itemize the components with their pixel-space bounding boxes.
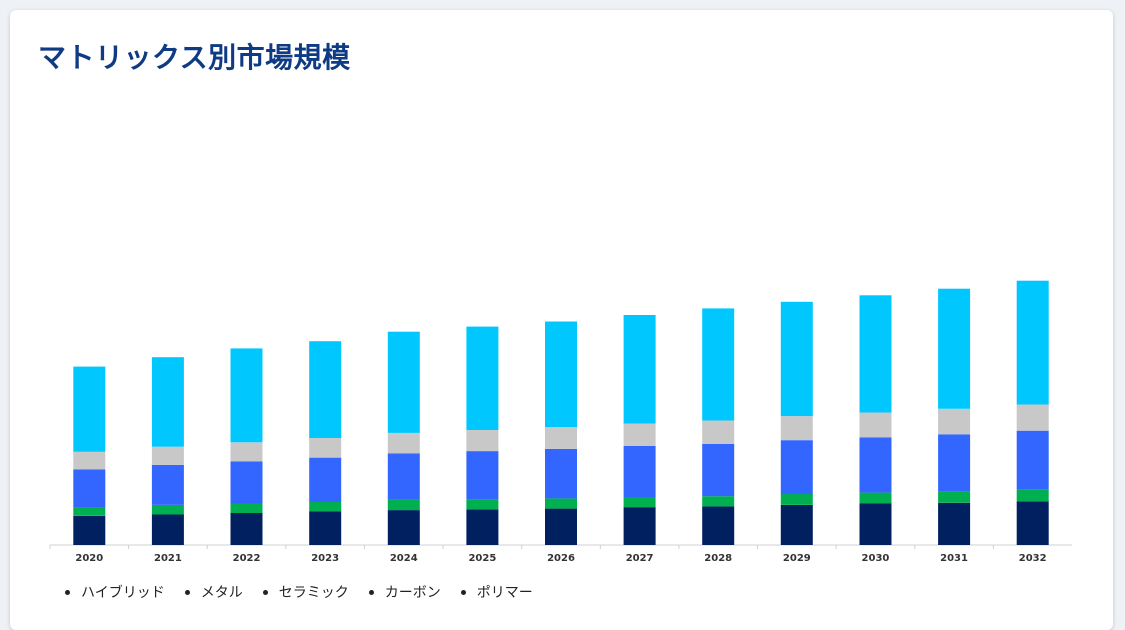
bar-segment: [859, 503, 892, 545]
legend-item: ポリマー: [460, 582, 533, 602]
bar-segment: [545, 498, 577, 509]
bar-segment: [545, 508, 577, 545]
bar-segment: [623, 507, 656, 545]
bar-segment: [151, 514, 184, 545]
bar-segment: [780, 494, 813, 505]
bar-segment: [780, 440, 813, 495]
legend-item: カーボン: [368, 582, 441, 602]
legend-label: カーボン: [384, 585, 441, 601]
legend-label: ハイブリッド: [81, 585, 165, 601]
bar-segment: [466, 509, 499, 545]
bar-segment: [151, 357, 184, 447]
bar-segment: [702, 443, 735, 497]
bar-segment: [623, 423, 656, 446]
x-tick-label: 2028: [704, 553, 732, 564]
bar-segment: [230, 503, 263, 513]
bar-segment: [466, 430, 499, 452]
bar-segment: [623, 315, 656, 424]
legend-label: メタル: [200, 585, 243, 601]
bar-segment: [73, 515, 106, 545]
bar-segment: [859, 492, 892, 504]
x-tick-label: 2024: [390, 553, 418, 564]
x-tick-label: 2027: [626, 553, 654, 564]
x-tick-label: 2029: [783, 553, 811, 564]
bar-segment: [780, 505, 813, 545]
bar-segment: [702, 420, 735, 444]
bar-segment: [938, 408, 971, 435]
legend-item: セラミック: [262, 582, 349, 602]
bar-segment: [938, 434, 971, 492]
x-tick-label: 2021: [154, 553, 182, 564]
bar-segment: [1016, 489, 1049, 502]
bar-segment: [387, 510, 420, 545]
bullet-icon: [184, 589, 190, 595]
x-tick-label: 2030: [862, 553, 890, 564]
bar-segment: [309, 457, 342, 502]
bullet-icon: [368, 589, 374, 595]
bar-segment: [309, 502, 342, 512]
bullet-icon: [460, 589, 466, 595]
bar-segment: [466, 499, 499, 510]
bar-segment: [230, 461, 263, 504]
legend-label: ポリマー: [476, 585, 533, 601]
bar-segment: [545, 448, 577, 499]
bar-segment: [1016, 404, 1049, 431]
bar-segment: [1016, 501, 1049, 545]
bar-segment: [309, 341, 342, 438]
bar-segment: [387, 432, 420, 454]
x-tick-label: 2022: [233, 553, 261, 564]
bar-segment: [938, 491, 971, 503]
bar-segment: [623, 446, 656, 497]
bar-segment: [859, 412, 892, 438]
bar-segment: [73, 507, 106, 516]
bar-segment: [466, 326, 499, 430]
bar-segment: [938, 502, 971, 545]
bar-segment: [73, 366, 106, 452]
bar-segment: [230, 442, 263, 462]
bar-segment: [151, 446, 184, 465]
stacked-bar-chart: 2020 2021 2022 2023 2024 2025 2026 2027 2028 2029…: [49, 280, 1072, 564]
legend-item: ハイブリッド: [65, 582, 165, 602]
legend-item: メタル: [184, 582, 243, 602]
bar-segment: [1016, 280, 1049, 405]
bar-segment: [387, 453, 420, 500]
x-tick-label: 2025: [468, 553, 496, 564]
bar-segment: [545, 427, 577, 449]
bar-segment: [859, 295, 892, 413]
bar-segment: [309, 438, 342, 458]
bullet-icon: [262, 589, 268, 595]
bar-segment: [230, 513, 263, 545]
bar-segment: [938, 288, 971, 409]
x-tick-label: 2023: [311, 553, 339, 564]
x-tick-label: 2031: [940, 553, 968, 564]
bar-segment: [702, 506, 735, 545]
bar-segment: [466, 451, 499, 500]
x-tick-label: 2026: [547, 553, 575, 564]
chart-legend: ハイブリッド メタル セラミック カーボン ポリマー: [65, 582, 553, 602]
bullet-icon: [65, 589, 70, 595]
bar-segment: [780, 301, 813, 417]
chart-card: マトリックス別市場規模 2020 2021 2022 2023 2024 2025 2026…: [10, 10, 1113, 630]
x-tick-label: 2020: [75, 553, 103, 564]
bar-segment: [859, 437, 892, 493]
bar-segment: [151, 464, 184, 505]
bar-segment: [73, 451, 106, 470]
bar-segment: [780, 416, 813, 441]
bar-segment: [623, 497, 656, 508]
bar-segment: [151, 505, 184, 515]
bar-segment: [230, 348, 263, 443]
bar-segment: [1016, 430, 1049, 490]
bar-segment: [387, 331, 420, 433]
legend-label: セラミック: [278, 585, 349, 601]
bar-segment: [702, 308, 735, 421]
bar-segment: [702, 496, 735, 507]
bar-segment: [73, 469, 106, 508]
chart-title: マトリックス別市場規模: [38, 41, 351, 74]
bar-segment: [545, 321, 577, 428]
bar-segment: [387, 499, 420, 511]
x-tick-label: 2032: [1019, 553, 1047, 564]
bar-segment: [309, 511, 342, 545]
